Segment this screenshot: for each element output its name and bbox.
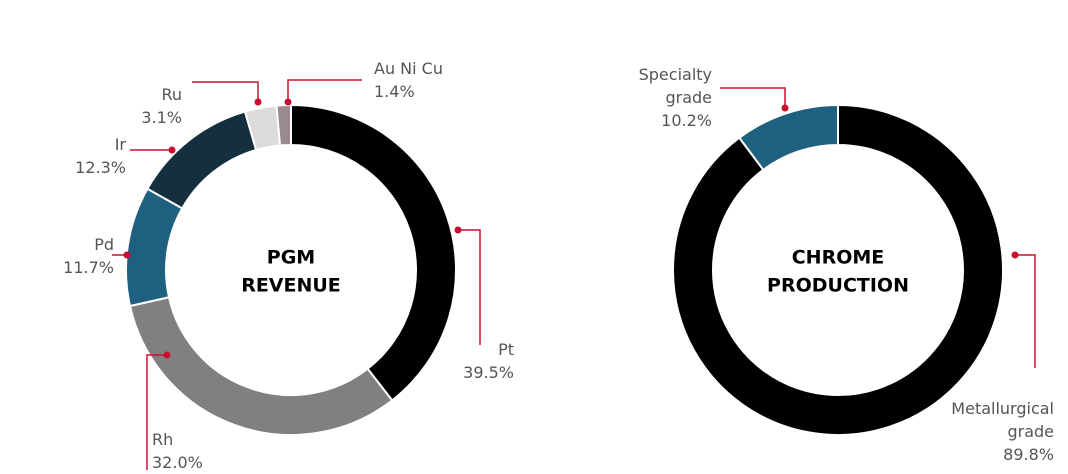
center-label: REVENUE [241,275,341,297]
slice-label: Specialty grade 10.2% [617,63,712,132]
slice-label: Metallurgical grade 89.8% [924,397,1054,466]
leader-line [192,81,259,102]
donut-segment [125,187,184,308]
center-label: CHROME [792,247,885,269]
category-label: Ru [161,85,182,104]
donut-segment [128,296,394,436]
leader-line [146,354,167,470]
leader-dot [254,98,262,106]
value-label: 10.2% [661,111,712,130]
value-label: 39.5% [463,363,514,382]
center-label: PGM [267,247,315,269]
slice-label: Rh 32.0% [152,428,203,474]
leader-dot [163,351,171,359]
slice-label: Au Ni Cu 1.4% [374,57,443,103]
leader-line [720,87,786,108]
slice-label: Pd 11.7% [63,233,114,279]
value-label: 3.1% [141,108,182,127]
leader-line [287,79,362,102]
leader-dot [284,98,292,106]
slice-label: Pt 39.5% [463,338,514,384]
category-label: Au Ni Cu [374,59,443,78]
leader-dot [123,251,131,259]
donut-segment [290,103,457,402]
leader-dot [454,226,462,234]
category-label: Metallurgical grade [951,399,1054,441]
value-label: 12.3% [75,158,126,177]
donut-segment [672,103,1004,436]
leader-line [458,229,481,345]
leader-dot [168,146,176,154]
leader-dot [781,104,789,112]
slice-label: Ir 12.3% [75,133,126,179]
value-label: 11.7% [63,258,114,277]
value-label: 89.8% [1003,445,1054,464]
donut-segment [275,103,292,147]
center-label: PRODUCTION [767,275,909,297]
category-label: Specialty grade [638,65,712,107]
category-label: Pd [94,235,114,254]
value-label: 1.4% [374,82,415,101]
leader-line [1015,254,1036,368]
slice-label: Ru 3.1% [141,83,182,129]
donut-segment [737,103,839,172]
leader-dot [1011,251,1019,259]
value-label: 32.0% [152,453,203,472]
category-label: Ir [114,135,126,154]
category-label: Pt [498,340,514,359]
category-label: Rh [152,430,174,449]
